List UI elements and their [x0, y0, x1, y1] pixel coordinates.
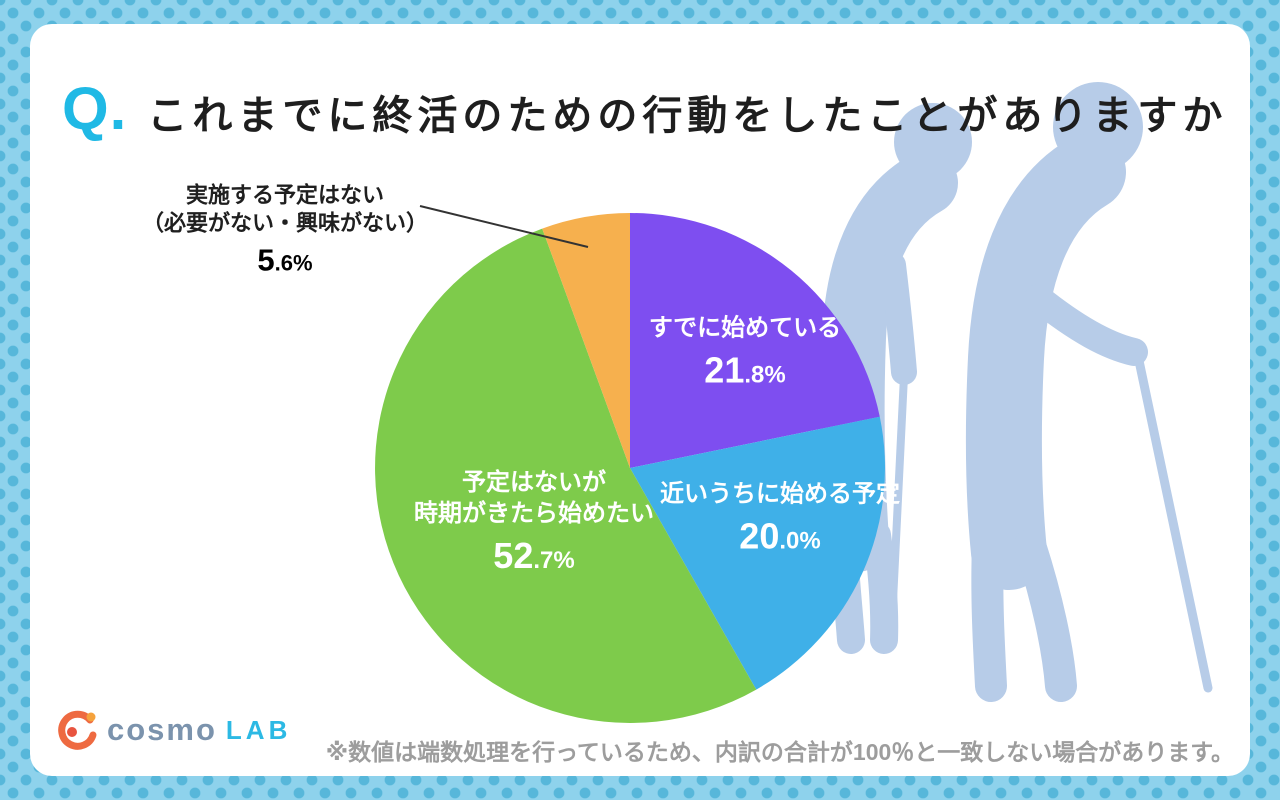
- pie-slice-already-started: [630, 213, 880, 468]
- slice-percentage: 20.0%: [739, 515, 821, 557]
- slice-label-start-soon: 近いうちに始める予定 20.0%: [660, 478, 900, 557]
- slice-label-text: すでに始めている: [648, 314, 842, 342]
- slice-percentage: 52.7%: [493, 535, 575, 577]
- leg: [1014, 529, 1077, 702]
- pie-slice-start-when-time-comes: [375, 228, 757, 723]
- slice-label-start-when-time-comes: 予定はないが 時期がきたら始めたい 52.7%: [414, 467, 654, 577]
- chart-title: これまでに終活のための行動をしたことがありますか: [147, 94, 1228, 138]
- logo-text-lab: LAB: [225, 714, 292, 745]
- slice-percentage: 5.6%: [257, 242, 313, 278]
- cosmo-lab-logo-mark: [58, 710, 97, 750]
- arm: [1024, 284, 1148, 366]
- leader-line: [419, 205, 589, 248]
- body: [965, 134, 1126, 590]
- cosmo-lab-logo: cosmo LAB: [52, 706, 291, 754]
- footnote: ※数値は端数処理を行っているため、内訳の合計が100％と一致しない場合があります…: [325, 739, 1234, 765]
- pie-slice-no-plan: [542, 213, 630, 468]
- elderly-man-silhouette: [965, 82, 1213, 702]
- slice-label-no-plan: 実施する予定はない （必要がない・興味がない） 5.6%: [142, 182, 428, 279]
- slice-label-text: 実施する予定はない: [185, 182, 385, 208]
- logo-text-cosmo: cosmo: [107, 712, 217, 747]
- pie-chart: [375, 213, 885, 723]
- elderly-couple-silhouette: [820, 82, 1213, 702]
- slice-label-text: 予定はないが: [462, 468, 606, 496]
- pie-slice-start-soon: [630, 416, 885, 690]
- slice-percentage: 21.8%: [704, 349, 786, 391]
- slice-label-text: （必要がない・興味がない）: [141, 210, 429, 235]
- leg: [971, 529, 1007, 702]
- slice-label-text: 時期がきたら始めたい: [414, 500, 654, 527]
- arm: [880, 252, 917, 385]
- question-mark: Q.: [62, 75, 128, 142]
- chart-header: Q. これまでに終活のための行動をしたことがありますか: [62, 74, 1227, 143]
- slice-label-already-started: すでに始めている 21.8%: [649, 312, 841, 391]
- leg: [863, 521, 899, 654]
- slice-label-text: 近いうちに始める予定: [660, 480, 900, 508]
- cane-icon: [1133, 351, 1213, 693]
